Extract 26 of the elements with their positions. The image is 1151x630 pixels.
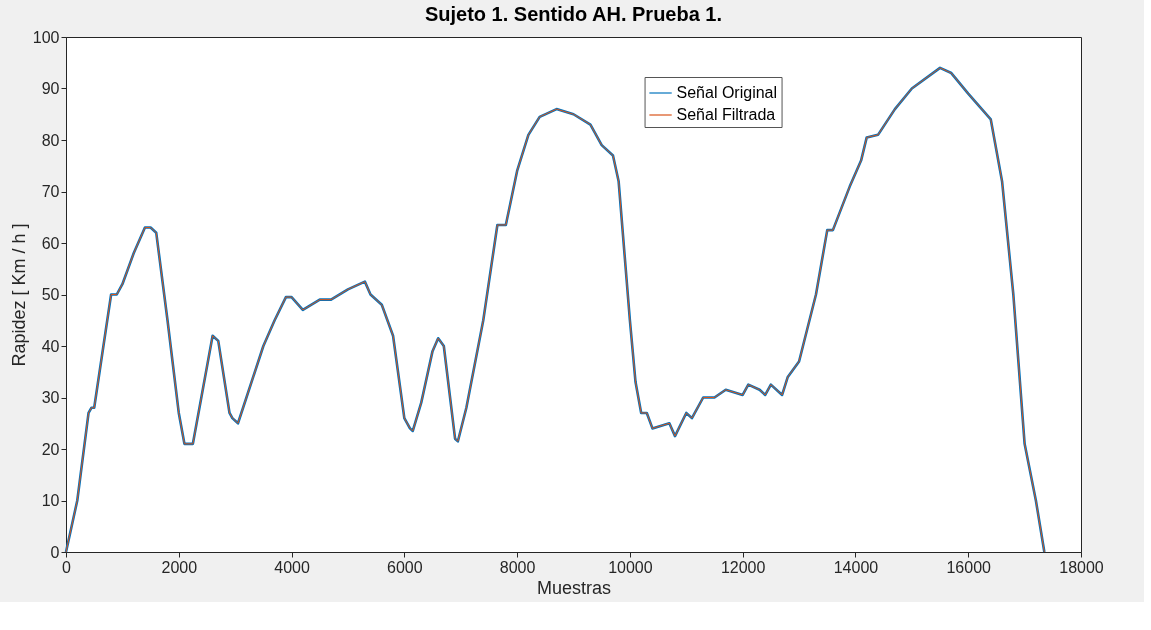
y-tick-label: 60 — [41, 234, 60, 252]
x-tick-label: 0 — [62, 558, 72, 576]
x-tick-label: 16000 — [946, 558, 992, 576]
x-tick-label: 14000 — [833, 558, 879, 576]
y-tick-label: 0 — [50, 543, 60, 561]
y-tick-label: 40 — [41, 337, 60, 355]
x-tick-label: 2000 — [161, 558, 198, 576]
y-tick-label: 20 — [41, 440, 60, 458]
y-tick-label: 70 — [41, 183, 60, 200]
y-tick-label: 50 — [41, 286, 60, 303]
y-tick-label: 10 — [41, 492, 60, 509]
x-tick-label: 18000 — [1059, 558, 1104, 576]
x-tick-label: 4000 — [274, 558, 310, 576]
chart-title: Sujeto 1. Sentido AH. Prueba 1. — [424, 3, 723, 25]
x-axis-title: Muestras — [536, 577, 612, 598]
legend-label: Señal Original — [676, 84, 778, 101]
y-tick-label: 30 — [41, 389, 60, 406]
x-tick-label: 10000 — [608, 558, 653, 576]
x-tick-label: 8000 — [499, 558, 536, 576]
y-axis-title: Rapidez [ Km / h ] — [8, 223, 29, 367]
x-tick-label: 6000 — [387, 558, 423, 576]
y-tick-label: 100 — [32, 28, 60, 46]
y-tick-label: 80 — [41, 131, 60, 149]
legend-label: Señal Filtrada — [676, 106, 776, 123]
x-tick-label: 12000 — [720, 558, 766, 576]
y-tick-label: 90 — [41, 80, 60, 97]
